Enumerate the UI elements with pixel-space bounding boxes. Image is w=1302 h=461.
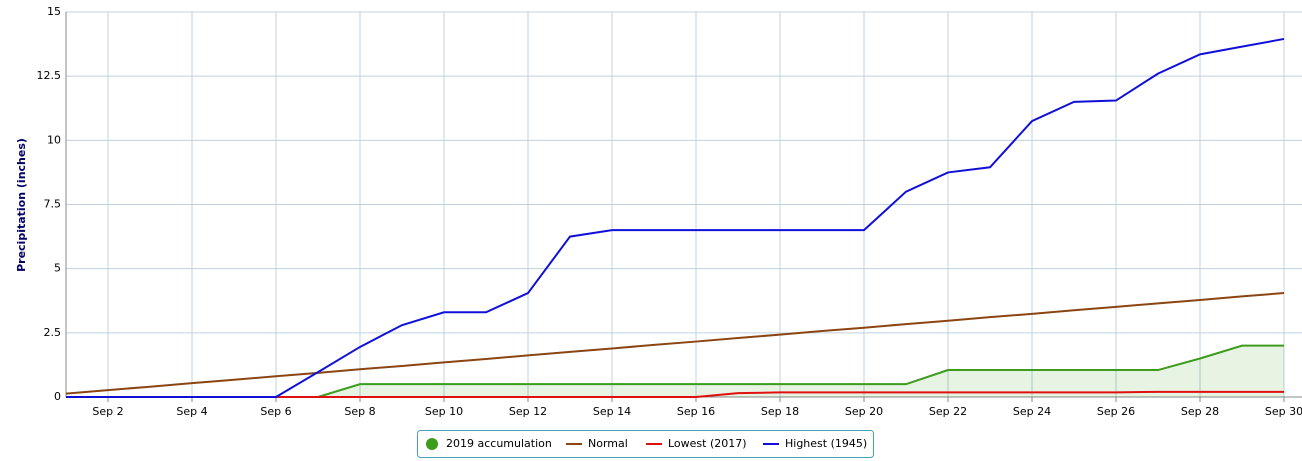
y-tick-label: 0 [54,390,61,403]
x-tick-label: Sep 10 [425,405,463,418]
y-tick-label: 10 [47,133,61,146]
y-axis-label: Precipitation (inches) [15,138,28,272]
x-tick-label: Sep 4 [176,405,207,418]
line [65,292,1285,395]
y-tick-label: 5 [54,262,61,275]
x-tick-label: Sep 14 [593,405,631,418]
x-tick-label: Sep 8 [344,405,375,418]
x-tick-label: Sep 16 [677,405,715,418]
x-tick-label: Sep 26 [1097,405,1135,418]
y-tick-label: 12.5 [37,69,62,82]
legend-label: 2019 accumulation [446,437,552,450]
x-tick-label: Sep 6 [260,405,291,418]
x-tick-label: Sep 22 [929,405,967,418]
legend-label: Normal [588,437,628,450]
legend-label: Highest (1945) [785,437,867,450]
y-tick-label: 15 [47,5,61,18]
x-tick-label: Sep 24 [1013,405,1051,418]
legend-marker [426,438,438,450]
legend-box [417,430,874,458]
x-tick-label: Sep 30 [1265,405,1302,418]
x-tick-label: Sep 20 [845,405,883,418]
x-tick-label: Sep 12 [509,405,547,418]
y-tick-label: 7.5 [44,198,62,211]
x-tick-label: Sep 28 [1181,405,1219,418]
legend-label: Lowest (2017) [668,437,747,450]
area [66,345,1284,397]
x-tick-label: Sep 18 [761,405,799,418]
x-tick-label: Sep 2 [92,405,123,418]
y-tick-label: 2.5 [44,326,62,339]
line [66,37,1285,398]
